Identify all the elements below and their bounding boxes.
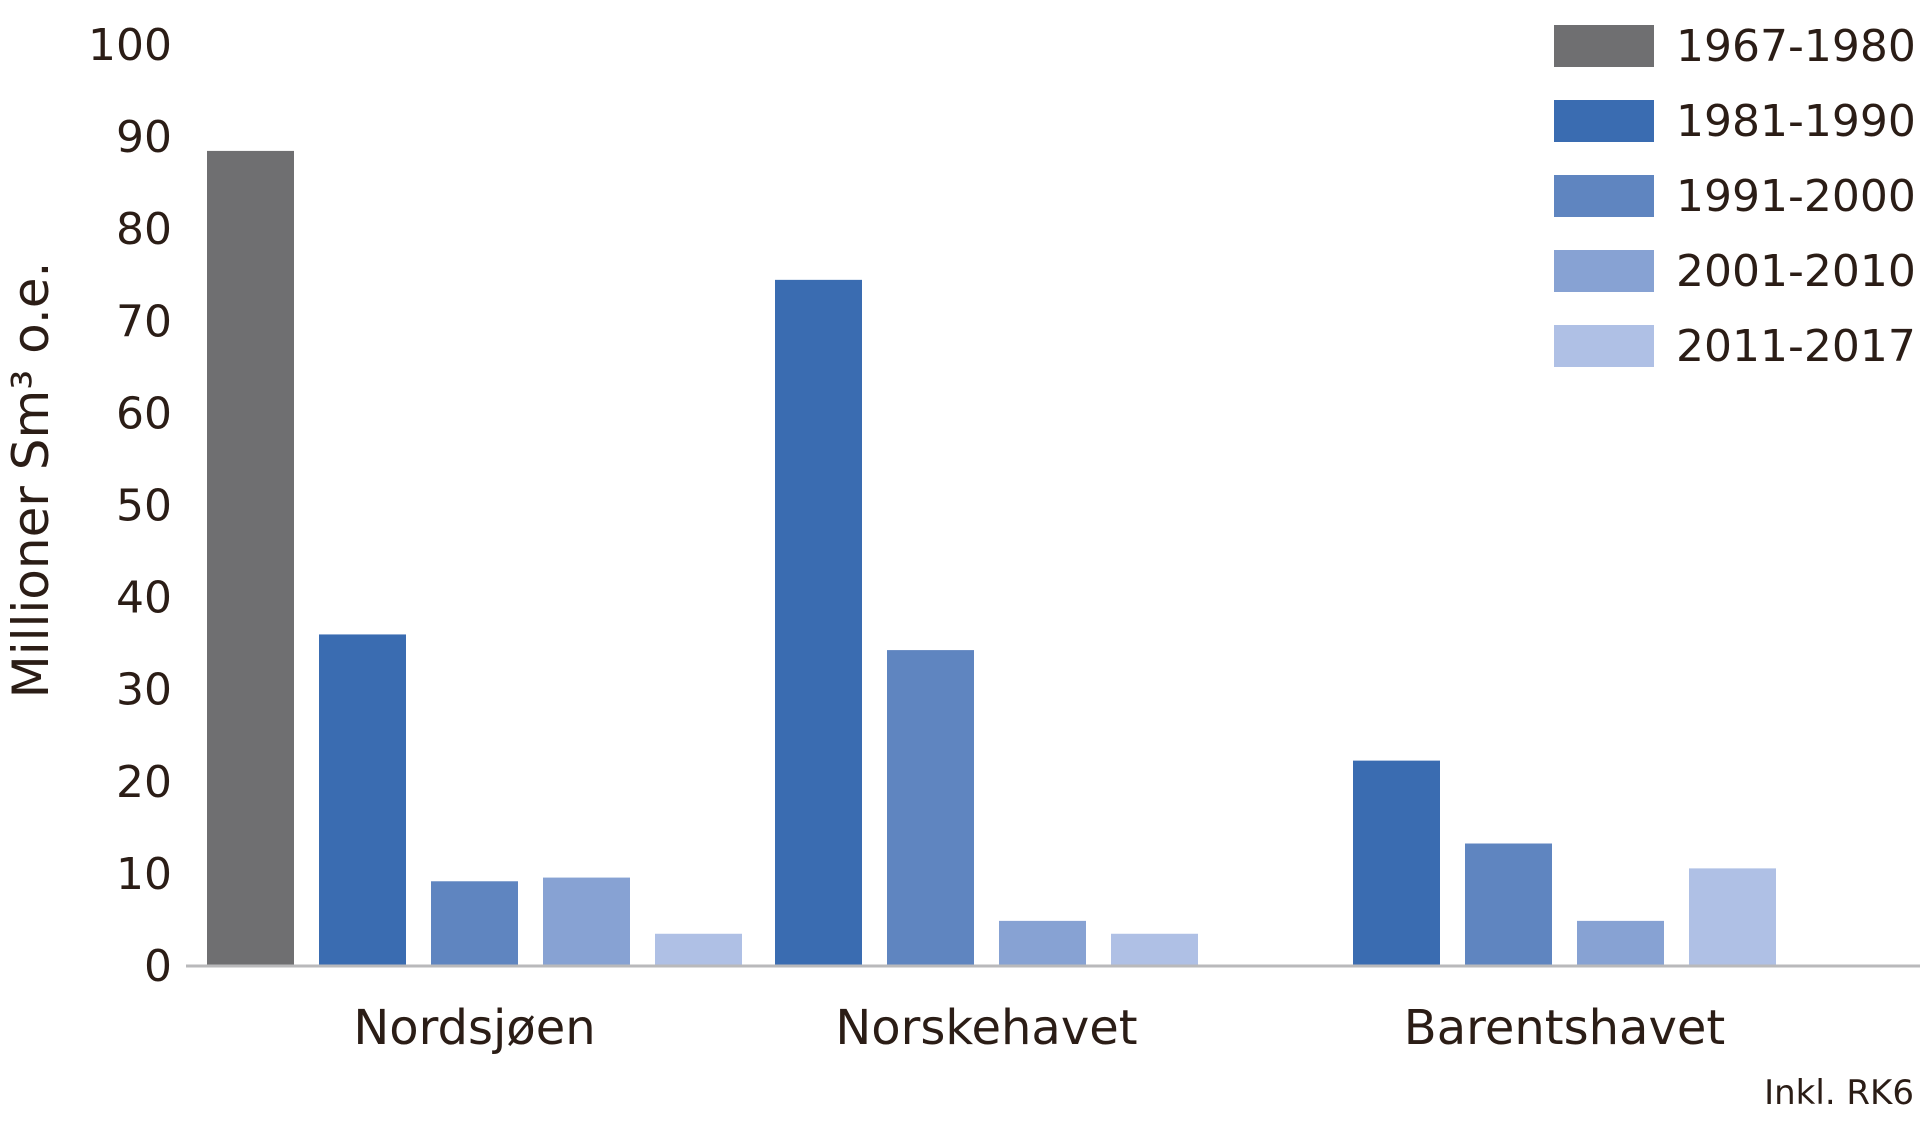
- legend-swatch: [1554, 250, 1654, 292]
- y-tick-label: 30: [116, 665, 172, 716]
- bar-2001-2010-Nordsjøen: [543, 877, 630, 966]
- legend-label: 1981-1990: [1676, 96, 1916, 147]
- y-tick-label: 20: [116, 757, 172, 808]
- bar-1981-1990-Norskehavet: [775, 279, 862, 967]
- y-tick-label: 80: [116, 204, 172, 255]
- y-tick-label: 100: [88, 20, 172, 71]
- y-tick-label: 0: [144, 941, 172, 992]
- y-tick-label: 70: [116, 296, 172, 347]
- legend-swatch: [1554, 100, 1654, 142]
- y-tick-label: 50: [116, 481, 172, 532]
- bar-2001-2010-Barentshavet: [1577, 920, 1664, 966]
- y-tick-label: 40: [116, 573, 172, 624]
- legend-label: 1991-2000: [1676, 171, 1916, 222]
- bar-1981-1990-Barentshavet: [1353, 760, 1440, 966]
- legend-swatch: [1554, 25, 1654, 67]
- x-axis-labels: Nordsjøen Norskehavet Barentshavet: [353, 1000, 1725, 1056]
- legend-swatch: [1554, 325, 1654, 367]
- bars: [207, 150, 1776, 967]
- bar-1991-2000-Barentshavet: [1465, 843, 1552, 966]
- legend-label: 2011-2017: [1676, 321, 1916, 372]
- bar-2001-2010-Norskehavet: [999, 920, 1086, 966]
- bar-1981-1990-Nordsjøen: [319, 634, 406, 966]
- y-axis: 0 10 20 30 40 50 60 70 80 90 100: [88, 20, 172, 992]
- legend-label: 2001-2010: [1676, 246, 1916, 297]
- bar-1991-2000-Norskehavet: [887, 650, 974, 966]
- y-tick-label: 90: [116, 112, 172, 163]
- bar-1967-1980-Nordsjøen: [207, 150, 294, 967]
- bar-1991-2000-Nordsjøen: [431, 881, 518, 966]
- legend-swatch: [1554, 175, 1654, 217]
- footnote: Inkl. RK6: [1764, 1073, 1914, 1113]
- bar-2011-2017-Nordsjøen: [655, 933, 742, 966]
- legend: 1967-1980 1981-1990 1991-2000 2001-2010 2011…: [1554, 21, 1916, 372]
- legend-label: 1967-1980: [1676, 21, 1916, 72]
- x-category-label: Nordsjøen: [353, 1000, 595, 1056]
- y-tick-label: 10: [116, 849, 172, 900]
- y-axis-title: Millioner Sm³ o.e.: [2, 262, 60, 699]
- y-tick-label: 60: [116, 388, 172, 439]
- x-category-label: Barentshavet: [1404, 1000, 1725, 1056]
- bar-2011-2017-Norskehavet: [1111, 933, 1198, 966]
- x-category-label: Norskehavet: [835, 1000, 1137, 1056]
- bar-2011-2017-Barentshavet: [1689, 868, 1776, 966]
